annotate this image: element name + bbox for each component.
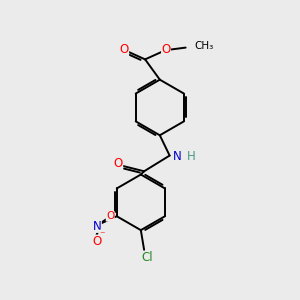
Text: Cl: Cl: [141, 251, 152, 265]
Text: O: O: [92, 235, 102, 248]
Text: O: O: [106, 211, 114, 221]
Text: CH₃: CH₃: [195, 41, 214, 51]
Text: O: O: [161, 43, 171, 56]
Text: H: H: [187, 150, 195, 163]
Text: N: N: [93, 220, 101, 232]
Text: ⁻: ⁻: [99, 230, 105, 240]
Text: O: O: [119, 43, 129, 56]
Text: O: O: [114, 157, 123, 170]
Text: N: N: [172, 150, 181, 163]
